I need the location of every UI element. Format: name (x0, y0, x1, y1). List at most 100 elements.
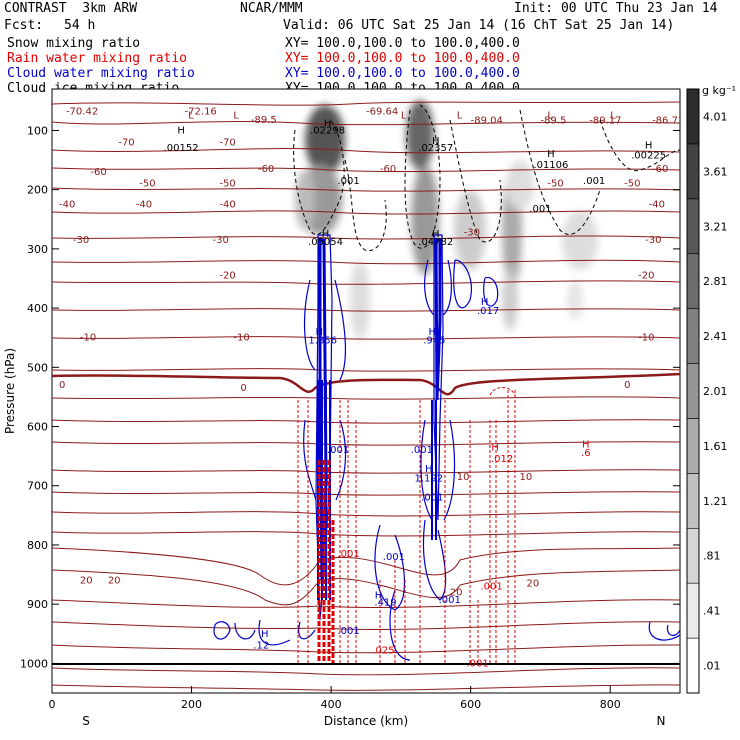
temperature-label: -40 (136, 199, 152, 210)
extrema-label: H (324, 118, 332, 129)
rain-water-contours (297, 387, 516, 665)
colorbar-label: 3.61 (703, 165, 728, 178)
colorbar: .01 .41 .81 1.21 1.61 2.01 2.41 2.81 3.21 3.61 4.0… (686, 88, 728, 694)
fcst-value: 54 h (64, 18, 96, 33)
field-xy-cloud-water: XY= 100.0,100.0 to 100.0,400.0 (285, 66, 520, 81)
extrema-label: .001 (337, 626, 359, 637)
colorbar-swatch (686, 637, 700, 694)
south-label: S (82, 714, 90, 728)
extrema-label: .001 (467, 658, 489, 669)
y-tick-label: 900 (27, 598, 48, 611)
extrema-label: .00152 (164, 143, 199, 154)
temperature-label: -60 (258, 164, 274, 175)
colorbar-swatch (686, 198, 700, 255)
extrema-label: .419 (374, 597, 396, 608)
temperature-label: 10 (520, 472, 533, 483)
x-tick-label: 600 (460, 698, 481, 711)
colorbar-label: 2.01 (703, 385, 728, 398)
extrema-label: .001 (383, 552, 405, 563)
temperature-label: -30 (73, 235, 89, 246)
y-tick-label: 600 (27, 421, 48, 434)
extrema-label: 1.856 (308, 336, 337, 347)
x-axis-title: Distance (km) (324, 714, 408, 728)
colorbar-label: .01 (703, 660, 721, 673)
extrema-label: .001 (480, 581, 502, 592)
colorbar-swatch (686, 88, 700, 145)
temperature-label: -50 (547, 179, 563, 190)
extrema-label: .012 (491, 454, 513, 465)
temperature-label: -40 (649, 199, 665, 210)
temperature-label: -70.42 (66, 107, 98, 118)
extrema-label: H (375, 590, 383, 601)
low-marker: L (401, 111, 407, 122)
y-tick-label: 700 (27, 480, 48, 493)
init-label: Init: 00 UTC Thu 23 Jan 14 (514, 1, 718, 16)
temperature-label: 20 (108, 575, 121, 586)
low-marker: L (610, 111, 616, 122)
y-axis-title: Pressure (hPa) (3, 348, 17, 434)
temperature-label: -40 (59, 199, 75, 210)
extrema-label: H (547, 149, 555, 160)
extrema-label: .017 (477, 306, 499, 317)
colorbar-label: 2.41 (703, 330, 728, 343)
field-xy-rain: XY= 100.0,100.0 to 100.0,400.0 (285, 51, 520, 66)
field-name-snow: Snow mixing ratio (7, 36, 141, 51)
temperature-label: -10 (233, 333, 249, 344)
temperature-label: 20 (80, 575, 93, 586)
field-name-rain: Rain water mixing ratio (7, 51, 188, 66)
x-axis: 0 200 400 600 800 (49, 686, 621, 711)
extrema-label: .025 (372, 645, 394, 656)
colorbar-unit: g kg⁻¹ (702, 84, 736, 97)
fcst-label: Fcst: (4, 18, 44, 33)
colorbar-swatch (686, 527, 700, 584)
colorbar-label: .81 (703, 550, 721, 563)
model-title: CONTRAST 3km ARW (4, 1, 138, 16)
extrema-label: .02357 (418, 143, 453, 154)
temperature-label: 0 (240, 383, 246, 394)
temperature-label: -89.5 (251, 115, 277, 126)
temperature-label: 0 (624, 380, 630, 391)
temperature-label: -89.5 (540, 115, 566, 126)
colorbar-swatch (686, 363, 700, 419)
extrema-label: H (261, 629, 269, 640)
temperature-label: 20 (526, 578, 539, 589)
north-label: N (657, 714, 666, 728)
extrema-label: .12 (253, 641, 269, 652)
temperature-label: -89.04 (471, 115, 503, 126)
extrema-label: H (582, 439, 590, 450)
temperature-label: -60 (380, 164, 396, 175)
colorbar-label: 1.21 (703, 495, 728, 508)
colorbar-label: 4.01 (703, 110, 728, 123)
temperature-label: -60 (652, 164, 668, 175)
colorbar-label: 1.61 (703, 440, 728, 453)
temperature-label: -69.64 (366, 107, 398, 118)
y-tick-label: 800 (27, 539, 48, 552)
x-tick-label: 800 (600, 698, 621, 711)
extrema-label: H (315, 327, 323, 338)
low-marker: L (547, 111, 553, 122)
y-tick-label: 500 (27, 361, 48, 374)
y-tick-label: 1000 (20, 657, 48, 670)
temperature-labels: -70.42 -72.16 -89.5 -69.64 -89.04 -89.5 -89.17… (59, 107, 680, 599)
extrema-label: H (429, 327, 437, 338)
temperature-label: -60 (90, 167, 106, 178)
extrema-label: .001 (439, 595, 461, 606)
colorbar-frame (686, 88, 700, 694)
low-marker: L (233, 111, 239, 122)
low-marker: L (457, 111, 463, 122)
extrema-label: .001 (583, 176, 605, 187)
rain-water-core (317, 460, 335, 665)
colorbar-label: 3.21 (703, 220, 728, 233)
colorbar-swatch (686, 418, 700, 474)
field-name-cloud-water: Cloud water mixing ratio (7, 66, 195, 81)
extrema-label: .05054 (308, 237, 343, 248)
y-tick-label: 400 (27, 302, 48, 315)
org-label: NCAR/MMM (240, 1, 303, 16)
temperature-label: -50 (219, 179, 235, 190)
extrema-label: H (432, 229, 440, 240)
extrema-label: H (481, 297, 489, 308)
extrema-label: .01106 (533, 160, 568, 171)
field-xy-snow: XY= 100.0,100.0 to 100.0,400.0 (285, 36, 520, 51)
